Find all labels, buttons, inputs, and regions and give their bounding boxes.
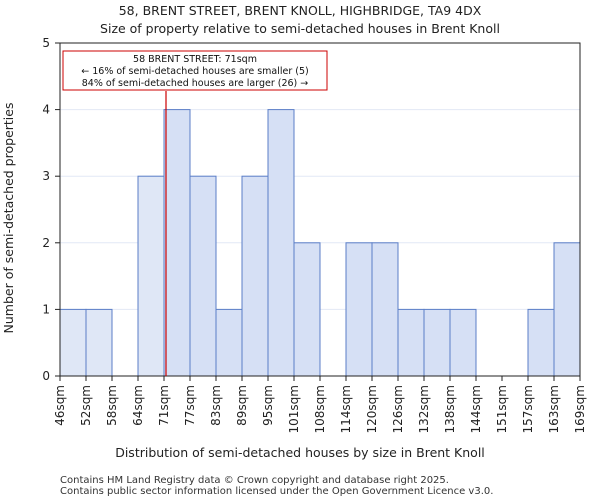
- x-tick-label-151sqm: 151sqm: [495, 385, 509, 433]
- annotation-line3: 84% of semi-detached houses are larger (…: [82, 78, 309, 89]
- x-tick-label-77sqm: 77sqm: [183, 385, 197, 426]
- x-tick-label-52sqm: 52sqm: [79, 385, 93, 426]
- bar-101sqm: [293, 242, 321, 377]
- bar-46sqm: [59, 308, 87, 377]
- y-axis-label: Number of semi-detached properties: [1, 103, 16, 334]
- annotation-box: 58 BRENT STREET: 71sqm ← 16% of semi-det…: [62, 50, 328, 91]
- x-tick-label-157sqm: 157sqm: [521, 385, 535, 433]
- bars: [59, 109, 581, 377]
- y-tick-label-2: 2: [42, 236, 50, 250]
- bar-77sqm: [189, 175, 217, 377]
- bar-64sqm: [137, 175, 165, 377]
- x-tick-label-132sqm: 132sqm: [417, 385, 431, 433]
- y-tick-label-1: 1: [42, 302, 50, 316]
- y-tick-label-0: 0: [42, 369, 50, 383]
- x-tick-label-83sqm: 83sqm: [209, 385, 223, 426]
- bar-95sqm: [267, 109, 295, 377]
- bar-120sqm: [371, 242, 399, 377]
- x-tick-label-114sqm: 114sqm: [339, 385, 353, 433]
- x-ticks: 46sqm 52sqm 58sqm 64sqm 71sqm 77sqm 83sqm 89sqm…: [53, 376, 587, 433]
- x-tick-label-144sqm: 144sqm: [469, 385, 483, 433]
- x-tick-label-95sqm: 95sqm: [261, 385, 275, 426]
- y-tick-label-4: 4: [42, 103, 50, 117]
- footer-line1: Contains HM Land Registry data © Crown c…: [60, 475, 449, 486]
- x-tick-label-64sqm: 64sqm: [131, 385, 145, 426]
- annotation-line2: ← 16% of semi-detached houses are smalle…: [81, 66, 309, 77]
- bar-83sqm: [215, 308, 243, 377]
- x-tick-label-138sqm: 138sqm: [443, 385, 457, 433]
- plot-frame: [59, 42, 581, 377]
- y-ticks: 0 1 2 3 4 5: [42, 36, 60, 383]
- x-tick-label-71sqm: 71sqm: [157, 385, 171, 426]
- bar-132sqm: [423, 308, 451, 377]
- annotation-line1: 58 BRENT STREET: 71sqm: [133, 54, 257, 65]
- annotation-frame: [62, 50, 328, 91]
- bar-157sqm: [527, 308, 555, 377]
- x-tick-label-120sqm: 120sqm: [365, 385, 379, 433]
- x-tick-label-163sqm: 163sqm: [547, 385, 561, 433]
- y-tick-label-3: 3: [42, 169, 50, 183]
- chart-title-line2: Size of property relative to semi-detach…: [100, 21, 500, 36]
- x-axis-label: Distribution of semi-detached houses by …: [115, 445, 485, 460]
- bar-126sqm: [397, 308, 425, 377]
- x-tick-label-108sqm: 108sqm: [313, 385, 327, 433]
- x-tick-label-169sqm: 169sqm: [573, 385, 587, 433]
- bar-163sqm: [553, 242, 581, 377]
- x-tick-label-89sqm: 89sqm: [235, 385, 249, 426]
- chart-title-line1: 58, BRENT STREET, BRENT KNOLL, HIGHBRIDG…: [119, 3, 482, 18]
- bar-138sqm: [449, 308, 477, 377]
- bar-52sqm: [85, 308, 113, 377]
- x-tick-label-101sqm: 101sqm: [287, 385, 301, 433]
- x-tick-label-126sqm: 126sqm: [391, 385, 405, 433]
- footer-line2: Contains public sector information licen…: [60, 486, 493, 497]
- y-tick-label-5: 5: [42, 36, 50, 50]
- x-tick-label-58sqm: 58sqm: [105, 385, 119, 426]
- bar-71sqm: [163, 109, 191, 377]
- bar-89sqm: [241, 175, 269, 377]
- x-tick-label-46sqm: 46sqm: [53, 385, 67, 426]
- bar-114sqm: [345, 242, 373, 377]
